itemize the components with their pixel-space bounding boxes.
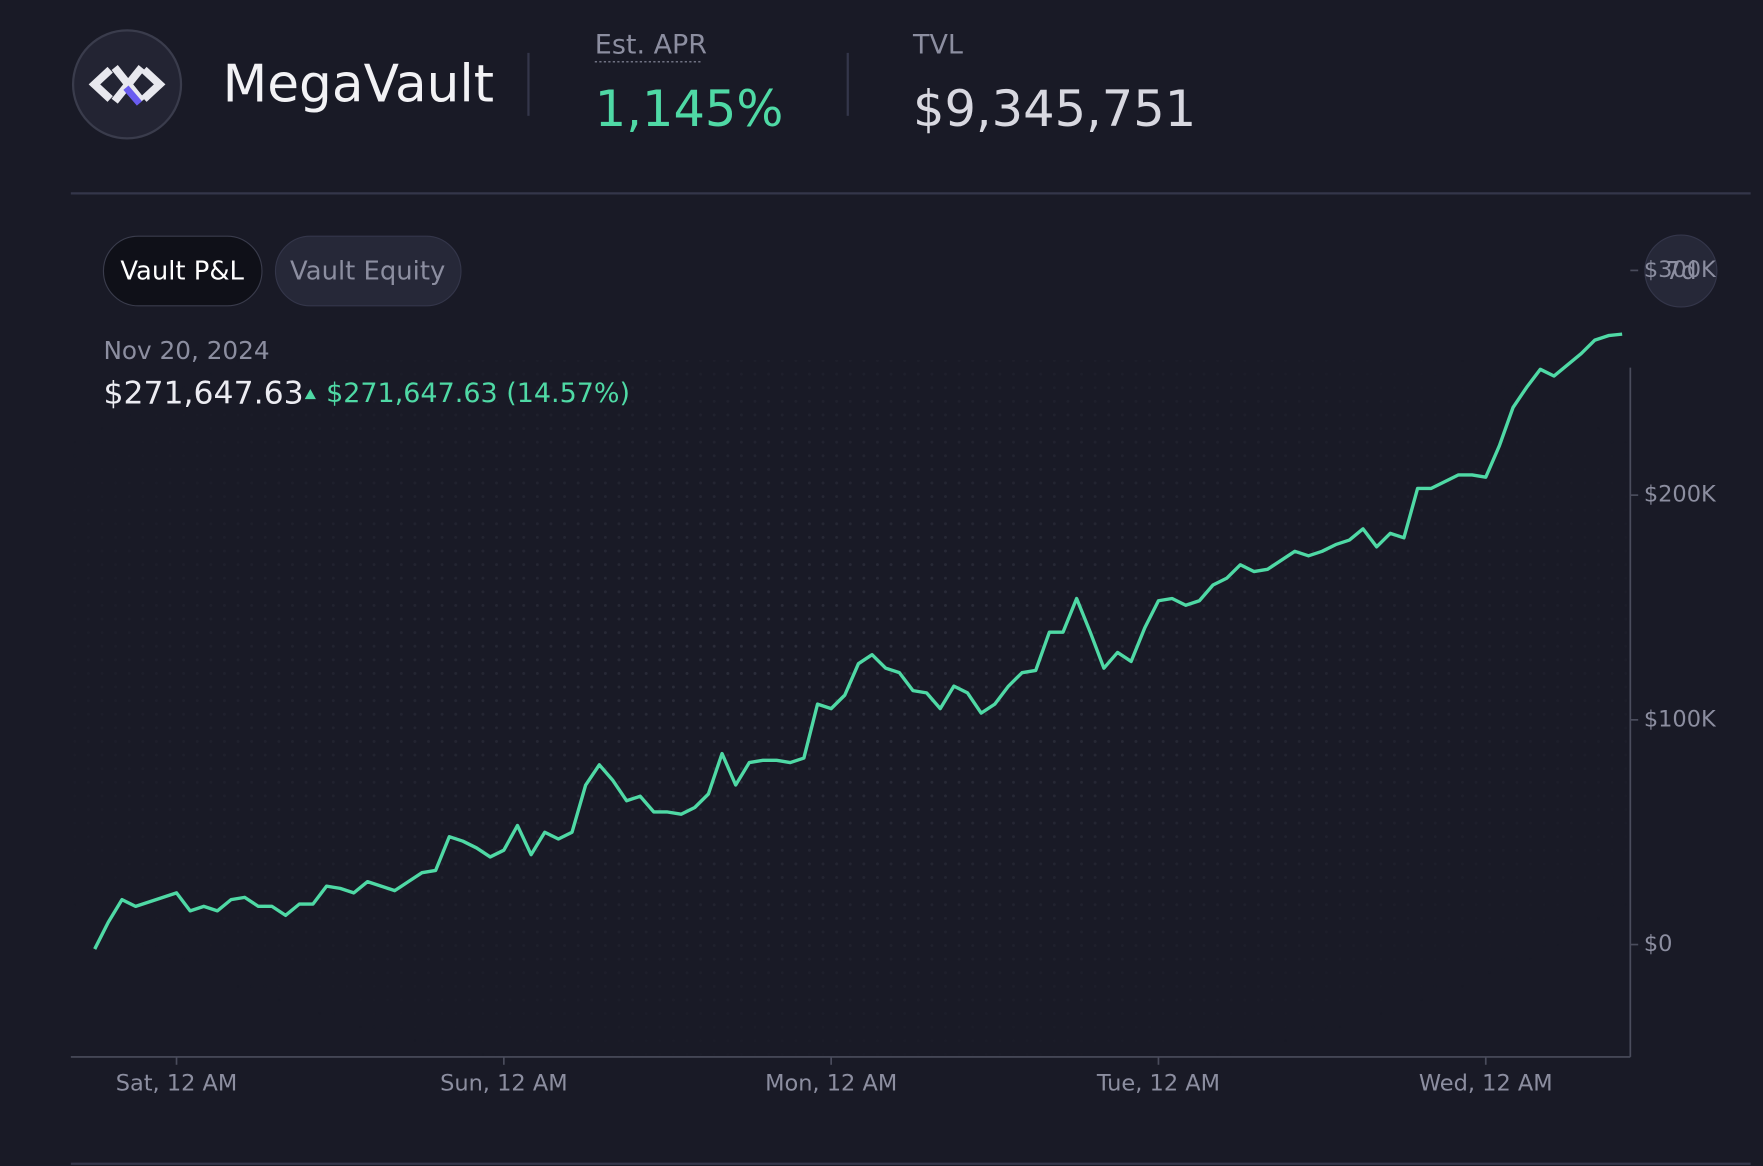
y-tick-label: $200K bbox=[1644, 482, 1717, 508]
dot-background bbox=[70, 359, 1631, 1057]
up-arrow bbox=[304, 389, 316, 400]
tab-label[interactable]: Vault P&L bbox=[120, 257, 244, 287]
range-button[interactable] bbox=[1644, 234, 1718, 308]
logo-glyph bbox=[88, 65, 166, 104]
pnl-line bbox=[93, 332, 1623, 950]
tab-label[interactable]: Vault Equity bbox=[290, 257, 445, 287]
vault-name: MegaVault bbox=[223, 55, 494, 115]
y-tick-label: $0 bbox=[1644, 931, 1673, 957]
tvl-label: TVL bbox=[912, 30, 963, 61]
x-tick-label: Sat, 12 AM bbox=[116, 1070, 238, 1096]
tvl-value: $9,345,751 bbox=[913, 80, 1196, 138]
summary-date: Nov 20, 2024 bbox=[103, 336, 269, 365]
x-tick-label: Wed, 12 AM bbox=[1419, 1070, 1553, 1096]
x-tick-label: Mon, 12 AM bbox=[765, 1070, 897, 1096]
apr-label: Est. APR bbox=[595, 30, 707, 61]
y-tick-label: $300K bbox=[1644, 257, 1717, 283]
apr-value: 1,145% bbox=[595, 80, 784, 138]
summary-value: $271,647.63 bbox=[103, 376, 303, 412]
tab-active[interactable] bbox=[102, 235, 263, 307]
summary-change: $271,647.63 (14.57%) bbox=[326, 378, 630, 409]
tab[interactable] bbox=[274, 235, 462, 307]
x-tick-label: Sun, 12 AM bbox=[440, 1070, 568, 1096]
logo-accent bbox=[123, 85, 142, 106]
x-tick-label: Tue, 12 AM bbox=[1096, 1070, 1220, 1096]
y-tick-label: $100K bbox=[1644, 706, 1717, 732]
range-label[interactable]: 7d bbox=[1665, 256, 1696, 285]
